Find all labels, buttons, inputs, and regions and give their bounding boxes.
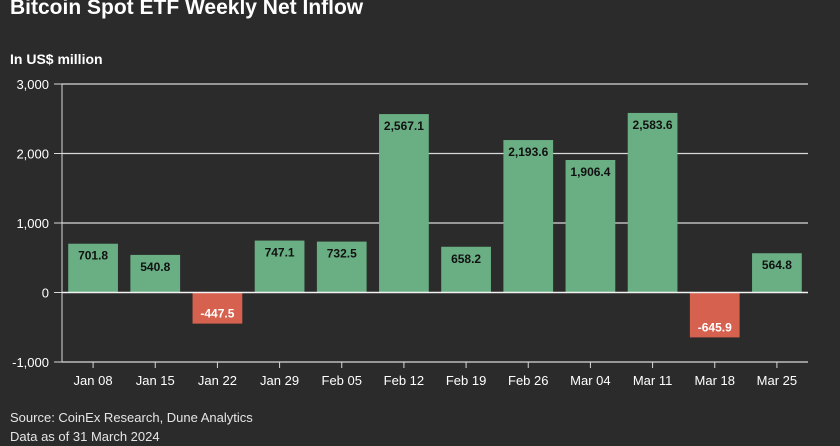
y-tick-label: 2,000 [16,147,49,162]
data-labels: 701.8 540.8 -447.5 747.1 732.5 2,567.1 658.2 2,… [78,118,792,334]
bars [68,112,802,338]
x-tick-label: Mar 18 [695,373,735,388]
bar-value-label: 540.8 [140,260,170,274]
y-tick-label: 1,000 [16,216,49,231]
bar-value-label: 2,583.6 [633,118,673,132]
source-note: Source: CoinEx Research, Dune Analytics [10,410,253,425]
x-tick-label: Feb 05 [322,373,362,388]
bar-value-label: 732.5 [327,247,357,261]
chart-title: Bitcoin Spot ETF Weekly Net Inflow [10,0,364,19]
bar [379,114,429,293]
bar [130,254,181,293]
y-axis: -1,000 0 1,000 2,000 3,000 [12,77,63,370]
bar-value-label: -645.9 [698,320,732,334]
bar-value-label: 2,193.6 [508,145,548,159]
y-tick-label: 0 [42,286,49,301]
bar [192,292,243,324]
bar [441,246,491,293]
chart-footer: Source: CoinEx Research, Dune Analytics … [10,408,253,446]
x-tick-label: Jan 15 [136,373,175,388]
y-tick-label: -1,000 [12,355,49,370]
chart-subtitle: In US$ million [10,51,103,67]
x-tick-label: Jan 08 [74,373,113,388]
x-tick-label: Feb 12 [384,373,424,388]
bar-value-label: -447.5 [200,307,234,321]
x-tick-label: Jan 29 [260,373,299,388]
bar [752,253,802,293]
bar-value-label: 564.8 [762,258,792,272]
bar [68,243,118,293]
bar [627,112,678,293]
bar [689,292,740,338]
bar-value-label: 658.2 [451,252,481,266]
x-tick-label: Mar 04 [570,373,610,388]
x-tick-label: Feb 26 [508,373,548,388]
bar [254,240,305,293]
x-axis: Jan 08 Jan 15 Jan 22 Jan 29 Feb 05 Feb 12 Feb … [62,361,808,388]
bar [316,241,367,293]
y-tick-label: 3,000 [16,77,49,92]
x-tick-label: Jan 22 [198,373,237,388]
bar-value-label: 747.1 [265,246,295,260]
x-tick-label: Mar 11 [633,373,673,388]
bar-value-label: 701.8 [78,249,108,263]
x-tick-label: Mar 25 [757,373,797,388]
bar-value-label: 2,567.1 [384,119,424,133]
data-date-note: Data as of 31 March 2024 [10,429,160,444]
bar [503,140,554,293]
bar [565,160,616,293]
bar-value-label: 1,906.4 [570,165,610,179]
x-tick-label: Feb 19 [446,373,486,388]
